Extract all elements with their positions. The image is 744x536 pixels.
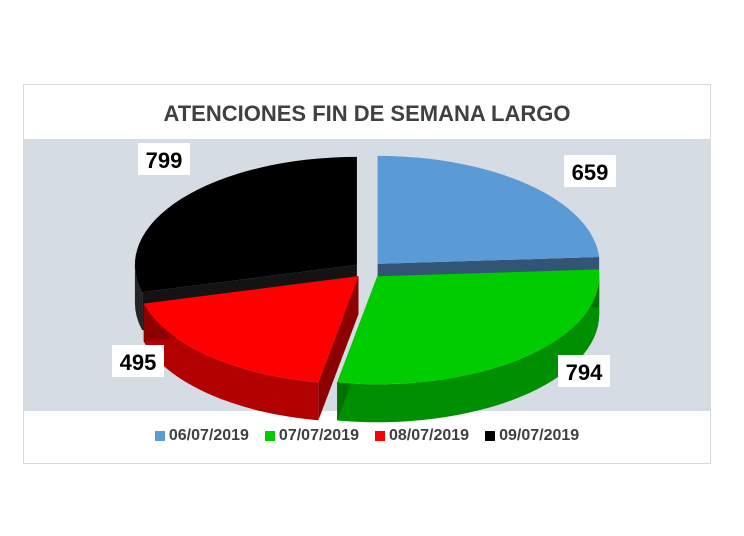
legend-swatch: [264, 431, 275, 441]
legend-swatch: [485, 431, 496, 441]
legend-swatch: [375, 431, 385, 441]
pie-slice: [143, 276, 359, 383]
legend-label: 08/07/2019: [389, 427, 470, 444]
data-label-text: 659: [572, 160, 609, 185]
data-label: 799: [138, 143, 190, 175]
data-label-box: [558, 355, 610, 387]
legend-swatch: [154, 431, 165, 441]
data-label: 495: [112, 345, 164, 377]
data-label-box: [138, 143, 190, 175]
legend: 06/07/2019 07/07/2019 08/07/2019 09/07/2…: [24, 427, 710, 445]
legend-item: 08/07/2019: [375, 427, 469, 445]
pie-slice: [377, 155, 600, 264]
data-label-text: 799: [146, 148, 183, 173]
pie-slice-side: [337, 276, 600, 423]
legend-item: 09/07/2019: [485, 427, 579, 445]
pie-slice-side: [143, 303, 319, 421]
pie-slice: [337, 269, 600, 385]
chart-title: ATENCIONES FIN DE SEMANA LARGO: [163, 101, 571, 126]
data-label-text: 495: [120, 350, 157, 375]
data-label: 659: [564, 155, 616, 187]
legend-item: 07/07/2019: [264, 427, 359, 445]
data-label-text: 794: [566, 360, 603, 385]
legend-item: 06/07/2019: [154, 427, 249, 445]
data-label-box: [564, 155, 616, 187]
legend-label: 09/07/2019: [499, 427, 580, 444]
legend-label: 07/07/2019: [278, 427, 359, 444]
data-label-box: [112, 345, 164, 377]
data-label: 794: [558, 355, 610, 387]
pie-slice: [134, 156, 357, 293]
pie-slice-side: [134, 264, 143, 331]
legend-label: 06/07/2019: [168, 427, 249, 444]
